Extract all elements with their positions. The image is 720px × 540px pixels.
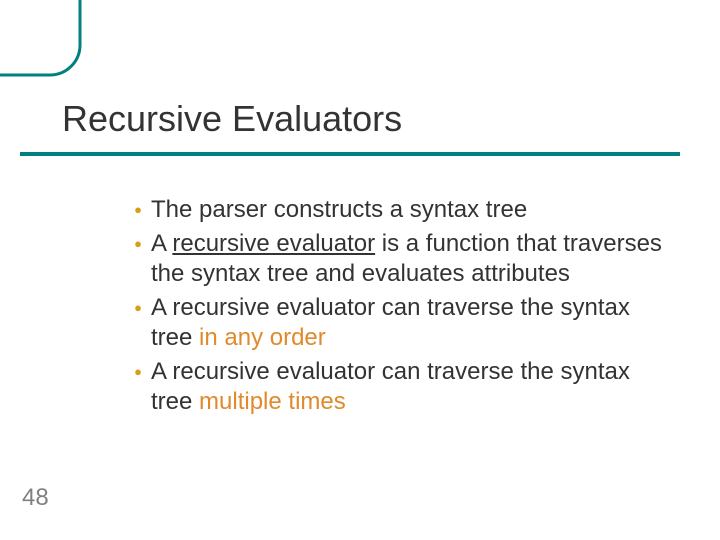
corner-arc-path [0,0,80,75]
bullet-text: The parser constructs a syntax tree [151,195,665,225]
slide-title: Recursive Evaluators [62,98,402,140]
bullet-dot-icon: ● [125,293,151,323]
slide: Recursive Evaluators ●The parser constru… [0,0,720,540]
text-run: The parser constructs a syntax tree [151,196,527,223]
bullet-text: A recursive evaluator can traverse the s… [151,357,665,417]
emphasis-underline: recursive evaluator [172,230,375,257]
title-container: Recursive Evaluators [62,98,402,140]
page-number: 48 [22,484,49,512]
corner-arc-decoration [0,0,110,90]
emphasis-orange: multiple times [199,388,346,415]
bullet-text: A recursive evaluator can traverse the s… [151,293,665,353]
bullet-dot-icon: ● [125,195,151,225]
bullet-item: ●A recursive evaluator is a function tha… [125,229,665,289]
bullet-list: ●The parser constructs a syntax tree●A r… [125,195,665,421]
text-run: A [151,230,172,257]
title-underline-rule [20,152,680,156]
bullet-item: ●A recursive evaluator can traverse the … [125,357,665,417]
bullet-dot-icon: ● [125,229,151,259]
emphasis-orange: in any order [199,324,326,351]
bullet-item: ●The parser constructs a syntax tree [125,195,665,225]
bullet-text: A recursive evaluator is a function that… [151,229,665,289]
bullet-item: ●A recursive evaluator can traverse the … [125,293,665,353]
bullet-dot-icon: ● [125,357,151,387]
